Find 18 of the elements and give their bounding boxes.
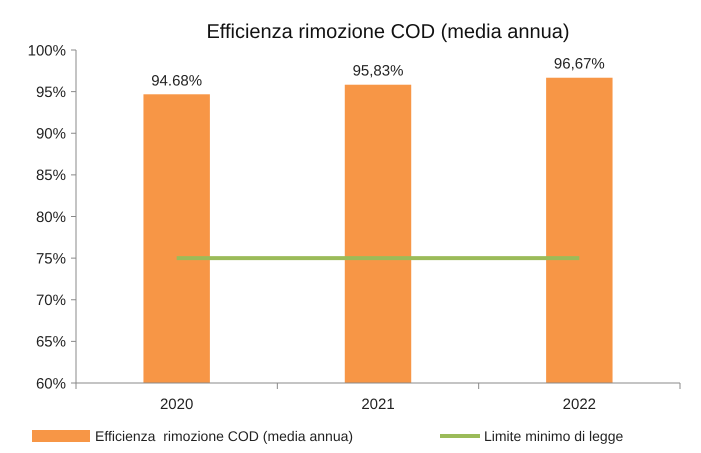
y-tick-label: 85%: [36, 167, 66, 184]
chart-title: Efficienza rimozione COD (media annua): [206, 21, 570, 43]
data-label: 94.68%: [151, 72, 202, 90]
legend-label: Limite minimo di legge: [484, 428, 624, 444]
y-tick-label: 75%: [36, 250, 66, 268]
x-tick-label: 2022: [562, 396, 596, 413]
y-tick-label: 65%: [36, 334, 66, 351]
x-tick-label: 2021: [361, 396, 395, 413]
y-tick-label: 90%: [36, 126, 66, 142]
legend-label: Efficienza rimozione COD (media annua): [95, 428, 354, 444]
y-tick-label: 80%: [36, 208, 66, 226]
y-tick-label: 70%: [36, 292, 66, 309]
data-label: 95,83%: [352, 62, 404, 80]
y-tick-label: 60%: [36, 375, 66, 392]
y-tick-label: 100%: [28, 42, 66, 60]
data-label: 96,67%: [554, 56, 605, 73]
y-tick-label: 95%: [36, 84, 66, 101]
x-tick-label: 2020: [160, 396, 194, 413]
